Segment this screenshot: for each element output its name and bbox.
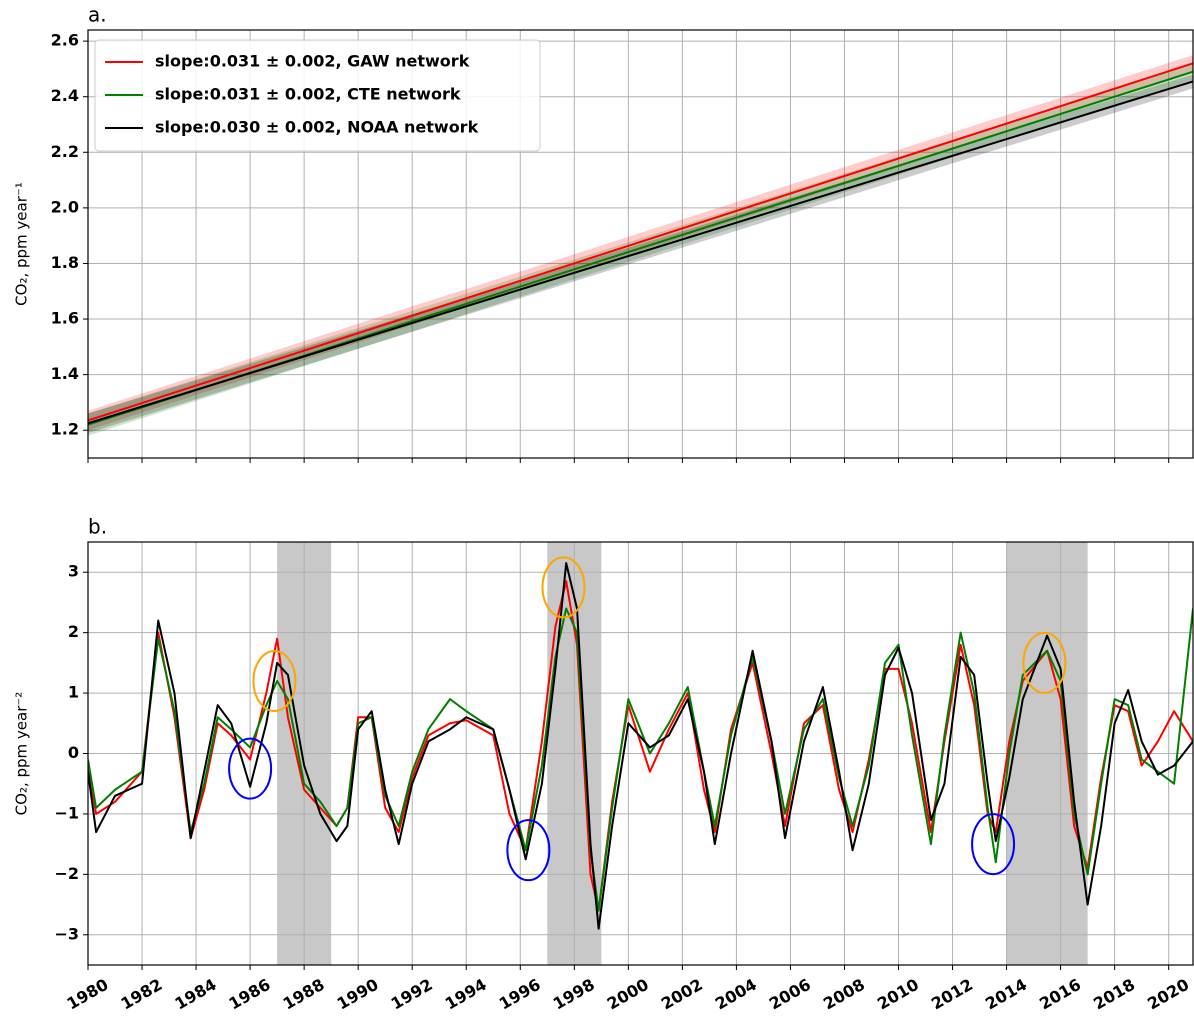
plot-area (88, 542, 1193, 965)
highlight-circle (971, 813, 1016, 876)
plot-area (88, 30, 1193, 458)
x-tick-label: 1988 (280, 975, 328, 1014)
highlight-circle (506, 819, 551, 882)
x-tick-label: 2004 (712, 975, 760, 1014)
x-tick-label: 2006 (766, 975, 814, 1014)
panel-title: b. (88, 515, 107, 539)
x-tick-label: 2000 (604, 975, 652, 1014)
highlight-circle (1022, 631, 1067, 694)
y-tick-label: 1 (68, 683, 79, 702)
y-axis-label: CO₂, ppm year⁻¹ (13, 182, 31, 306)
legend-label: slope:0.030 ± 0.002, NOAA network (155, 118, 479, 137)
y-tick-label: 1.8 (51, 253, 79, 272)
legend: slope:0.031 ± 0.002, GAW network slope:0.… (94, 39, 541, 152)
x-tick-label: 1998 (550, 975, 598, 1014)
x-tick-label: 2020 (1144, 975, 1192, 1014)
x-tick-label: 1984 (172, 975, 220, 1014)
uncertainty-band (88, 74, 1193, 433)
highlight-circle (252, 649, 297, 712)
series-line (88, 62, 1193, 422)
x-tick-label: 1990 (334, 975, 382, 1014)
legend-label: slope:0.031 ± 0.002, CTE network (155, 85, 461, 104)
y-tick-label: −3 (54, 924, 79, 943)
uncertainty-band (88, 63, 1193, 436)
x-tick-label: 1982 (118, 975, 166, 1014)
y-tick-label: 2.6 (51, 31, 79, 50)
y-tick-label: 2.2 (51, 142, 79, 161)
panel-title: a. (88, 3, 107, 27)
x-tick-label: 2008 (820, 975, 868, 1014)
x-tick-label: 1996 (496, 975, 544, 1014)
x-tick-label: 2016 (1036, 975, 1084, 1014)
x-tick-label: 1986 (226, 975, 274, 1014)
series-line (88, 562, 1193, 930)
y-tick-label: 3 (68, 562, 79, 581)
legend-label: slope:0.031 ± 0.002, GAW network (155, 52, 470, 71)
y-tick-label: 1.6 (51, 309, 79, 328)
highlight-circle (228, 737, 273, 800)
y-tick-label: 2 (68, 622, 79, 641)
y-tick-label: 1.4 (51, 364, 79, 383)
x-tick-label: 2014 (982, 975, 1030, 1014)
highlight-circle (541, 556, 586, 619)
x-tick-label: 1980 (63, 975, 111, 1014)
x-tick-label: 2010 (874, 975, 922, 1014)
y-axis-label: CO₂, ppm year⁻² (13, 692, 31, 816)
x-tick-label: 2012 (928, 975, 976, 1014)
axes-frame (87, 29, 1194, 459)
legend-box (94, 39, 541, 152)
y-tick-label: −2 (54, 864, 79, 883)
x-tick-label: 1994 (442, 975, 490, 1014)
y-tick-label: −1 (54, 803, 79, 822)
series-line (88, 607, 1193, 912)
y-tick-label: 1.2 (51, 420, 79, 439)
x-tick-label: 2018 (1090, 975, 1138, 1014)
y-tick-label: 0 (68, 743, 79, 762)
y-tick-label: 2.0 (51, 197, 79, 216)
x-tick-label: 2002 (658, 975, 706, 1014)
x-tick-label: 1992 (388, 975, 436, 1014)
series-line (88, 80, 1193, 425)
y-tick-label: 2.4 (51, 86, 79, 105)
